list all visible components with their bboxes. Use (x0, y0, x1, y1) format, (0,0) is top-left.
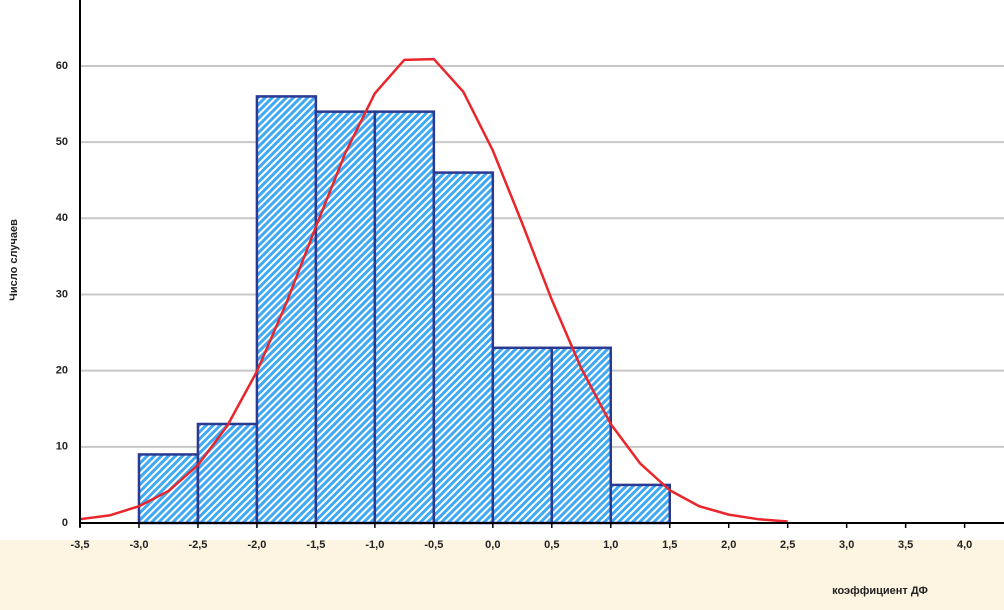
bar (314, 110, 377, 525)
x-axis-title: коэффициент ДФ (832, 585, 928, 597)
fit-curve (79, 57, 788, 523)
x-tick-label: 2,0 (721, 539, 736, 551)
x-tick-label: 1,0 (603, 539, 618, 551)
y-tick-label: 50 (56, 136, 68, 148)
x-tick-label: 4,0 (957, 539, 972, 551)
y-tick-label: 0 (62, 517, 68, 529)
y-axis-title: Число случаев (8, 219, 20, 301)
bar (432, 171, 495, 525)
x-tick-label: 3,5 (898, 539, 913, 551)
y-tick-label: 10 (56, 441, 68, 453)
x-tick-label: 0,0 (485, 539, 500, 551)
x-tick-label: -3,5 (71, 539, 90, 551)
bar (196, 422, 259, 525)
bar (609, 483, 671, 525)
y-tick-label: 40 (56, 212, 68, 224)
x-tick-label: 1,5 (662, 539, 677, 551)
bar (255, 95, 318, 525)
x-tick-label: -2,0 (247, 539, 266, 551)
footer-band (0, 540, 1004, 610)
y-tick-label: 60 (56, 60, 68, 72)
y-tick-label: 20 (56, 365, 68, 377)
x-tick-label: -1,5 (306, 539, 325, 551)
x-tick-label: 3,0 (839, 539, 854, 551)
bar (491, 346, 554, 525)
y-tick-label: 30 (56, 288, 68, 300)
x-tick-label: -1,0 (365, 539, 384, 551)
x-tick-label: 2,5 (780, 539, 795, 551)
x-tick-label: -2,5 (188, 539, 207, 551)
bar (550, 346, 613, 525)
x-tick-label: -0,5 (424, 539, 443, 551)
bar (137, 453, 200, 525)
x-tick-label: 0,5 (544, 539, 559, 551)
bar (373, 110, 436, 525)
x-tick-label: -3,0 (129, 539, 148, 551)
